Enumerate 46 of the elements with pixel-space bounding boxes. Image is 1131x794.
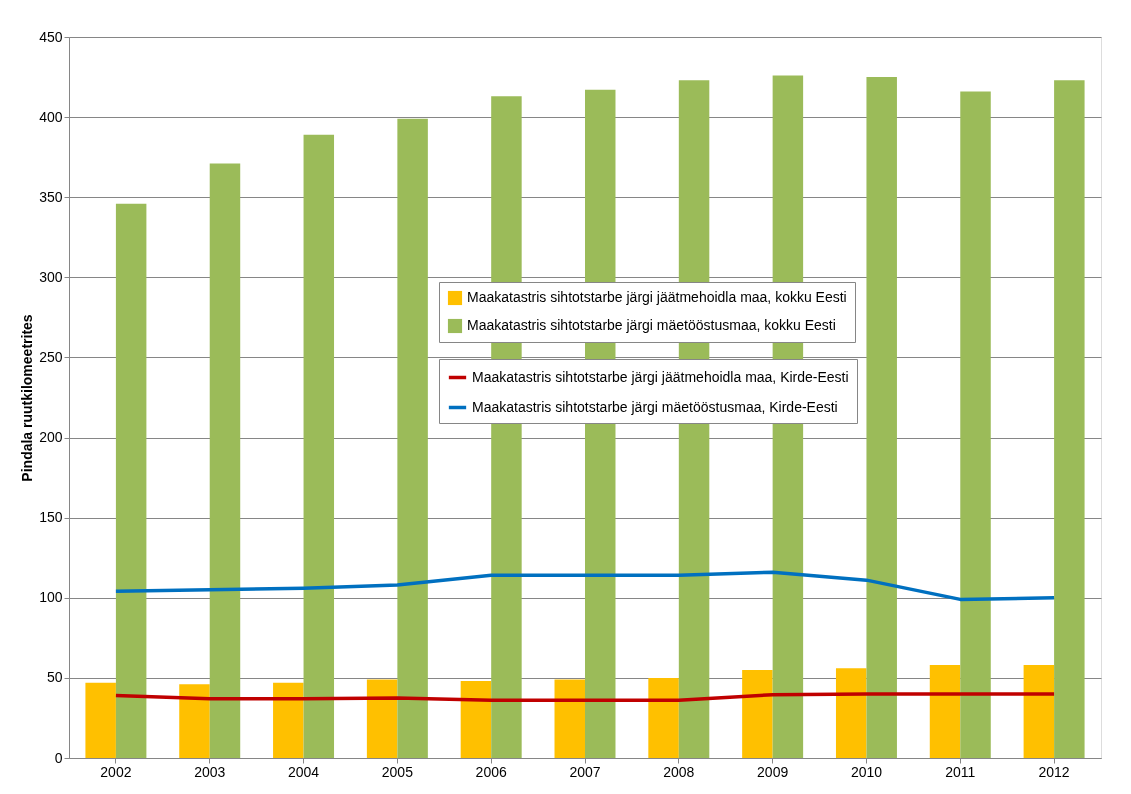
line-series <box>114 570 1056 602</box>
bar <box>835 668 867 758</box>
y-tick-label: 250 <box>39 348 63 365</box>
y-tick-label: 350 <box>39 188 63 205</box>
bar <box>648 677 679 758</box>
legend-label: Maakatastris sihtotstarbe järgi jäätmehoidla maa, Kirde-Eesti <box>472 368 849 385</box>
x-tick-label: 2003 <box>194 763 226 780</box>
bar <box>554 679 585 758</box>
bar <box>366 679 398 758</box>
legend-label: Maakatastris sihtotstarbe järgi jäätmehoidla maa, kokku Eesti <box>467 289 847 305</box>
bar <box>115 203 147 758</box>
x-tick-label: 2009 <box>757 763 789 780</box>
bar <box>303 134 335 758</box>
bar <box>397 118 428 758</box>
x-tick-label: 2010 <box>850 763 883 780</box>
x-tick-label: 2011 <box>945 763 976 780</box>
y-tick-label: 450 <box>39 28 63 45</box>
y-tick-label: 150 <box>39 509 63 526</box>
y-tick-label: 50 <box>46 669 63 686</box>
x-tick-label: 2007 <box>569 763 601 780</box>
legend-label: Maakatastris sihtotstarbe järgi mäetööstusmaa, Kirde-Eesti <box>472 398 838 415</box>
x-tick-label: 2002 <box>100 763 132 780</box>
y-tick-label: 300 <box>39 268 63 285</box>
x-tick-label: 2005 <box>381 763 414 780</box>
x-tick-label: 2006 <box>475 763 507 780</box>
bar <box>742 669 773 758</box>
x-tick-label: 2008 <box>663 763 695 780</box>
y-tick-label: 200 <box>39 429 63 446</box>
x-tick-label: 2012 <box>1038 763 1070 780</box>
legend-label: Maakatastris sihtotstarbe järgi mäetööstusmaa, kokku Eesti <box>467 317 836 333</box>
y-axis-title: Pindala ruutkilomeetrites <box>19 314 36 482</box>
line-series <box>114 692 1056 703</box>
y-tick-label: 0 <box>54 749 63 766</box>
x-tick-label: 2004 <box>287 763 320 780</box>
y-tick-label: 400 <box>39 108 63 125</box>
bar <box>929 665 961 758</box>
bar <box>179 684 210 758</box>
bar <box>1054 80 1085 758</box>
bar <box>1023 665 1055 758</box>
bar <box>460 681 492 758</box>
bar <box>209 163 241 758</box>
y-tick-label: 100 <box>39 589 63 606</box>
bar <box>866 77 897 758</box>
bar <box>960 91 991 758</box>
bar <box>85 682 116 758</box>
bar <box>273 682 304 758</box>
